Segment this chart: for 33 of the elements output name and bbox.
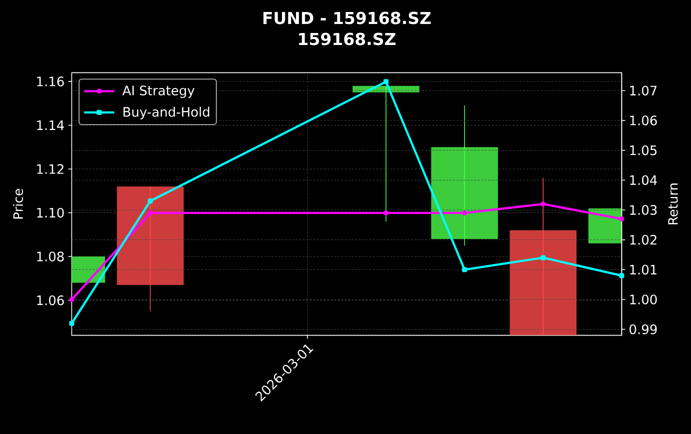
- y-tick-label: 1.16: [37, 76, 64, 86]
- y-tick-label: 1.08: [37, 252, 64, 262]
- y-axis-title: Price: [12, 188, 24, 219]
- chart-title: FUND - 159168.SZ: [263, 12, 431, 24]
- y2-axis-title: Return: [668, 184, 678, 224]
- point: [540, 202, 546, 206]
- y2-tick-label: 1.00: [630, 294, 657, 304]
- point: [462, 267, 468, 272]
- point: [383, 79, 388, 84]
- y2-tick-label: 1.05: [630, 145, 657, 156]
- point: [462, 210, 468, 216]
- chart-subtitle: 159168.SZ: [299, 32, 396, 46]
- point: [148, 198, 153, 204]
- y2-tick-label: 1.03: [630, 205, 657, 215]
- point: [69, 296, 74, 302]
- y-tick-label: 1.06: [37, 295, 64, 306]
- point: [540, 255, 546, 260]
- point: [148, 210, 153, 216]
- y-tick-label: 1.10: [37, 208, 64, 218]
- y2-tick-label: 1.06: [630, 116, 657, 126]
- legend-label: Buy-and-Hold: [124, 106, 210, 120]
- y2-tick-label: 1.01: [630, 264, 656, 275]
- y2-tick-label: 1.07: [630, 86, 657, 96]
- point: [69, 320, 74, 326]
- y2-tick-label: 1.02: [630, 234, 656, 245]
- point: [383, 210, 388, 216]
- legend-label: AI Strategy: [122, 86, 194, 98]
- y2-tick-label: 1.04: [630, 175, 657, 186]
- point: [619, 273, 624, 278]
- y2-tick-label: 0.99: [630, 324, 657, 334]
- y-tick-label: 1.12: [37, 164, 64, 174]
- point: [619, 216, 624, 222]
- y-tick-label: 1.14: [37, 120, 64, 130]
